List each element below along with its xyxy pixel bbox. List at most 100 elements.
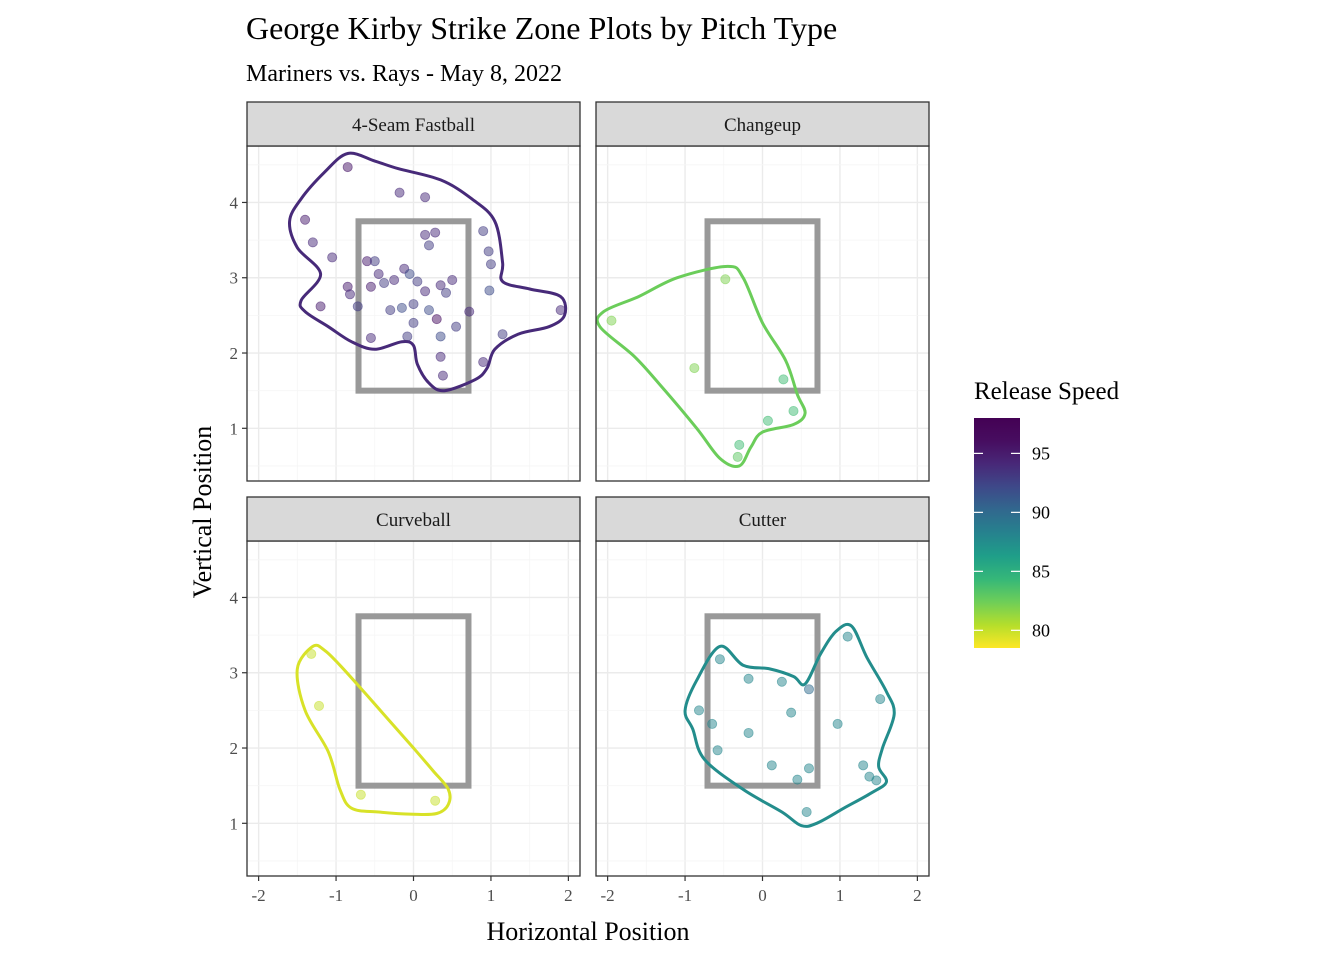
pitch-point	[693, 705, 704, 716]
pitch-point	[435, 351, 446, 362]
facet-strip	[595, 101, 930, 147]
pitch-point	[389, 274, 400, 285]
pitch-point	[478, 357, 489, 368]
panel-plot-area	[683, 613, 896, 828]
facet-strip	[246, 101, 581, 147]
strike-zone	[355, 613, 472, 789]
chart-subtitle: Mariners vs. Rays - May 8, 2022	[246, 61, 562, 87]
pitch-point	[430, 227, 441, 238]
x-tick-label: 2	[564, 886, 573, 905]
legend-colorbar	[974, 418, 1020, 648]
density-contour	[288, 151, 568, 393]
legend-label: 95	[1032, 443, 1050, 463]
pitch-point	[743, 673, 754, 684]
pitch-point	[369, 256, 380, 267]
panel-curveball: Curveball	[246, 496, 581, 877]
pitch-point	[447, 274, 458, 285]
pitch-point	[484, 285, 495, 296]
pitch-point	[485, 259, 496, 270]
pitch-point	[801, 807, 812, 818]
pitch-point	[478, 226, 489, 237]
legend-label: 85	[1032, 561, 1050, 581]
pitch-point	[776, 676, 787, 687]
legend-title: Release Speed	[974, 378, 1120, 405]
pitch-point	[778, 374, 789, 385]
strike-zone	[704, 218, 821, 394]
grid	[247, 541, 580, 876]
y-tick-label: 4	[230, 193, 239, 212]
pitch-point	[606, 315, 617, 326]
pitch-point	[720, 274, 731, 285]
y-tick-label: 1	[230, 419, 239, 438]
pitch-point	[832, 718, 843, 729]
x-tick-label: 1	[836, 886, 845, 905]
panel-cutter: Cutter	[595, 496, 930, 877]
pitch-point	[408, 317, 419, 328]
pitch-point	[423, 240, 434, 251]
pitch-point	[342, 162, 353, 173]
pitch-point	[314, 700, 325, 711]
facet-panels: 4-Seam Fastball Changeup Curveball Cutter	[246, 101, 930, 877]
legend-label: 90	[1032, 502, 1050, 522]
x-tick-label: 2	[913, 886, 922, 905]
pitch-point	[352, 301, 363, 312]
pitch-point	[788, 405, 799, 416]
pitch-point	[437, 370, 448, 381]
pitch-point	[875, 694, 886, 705]
density-contour	[596, 264, 807, 468]
legend: Release Speed 80 85 90 95	[974, 378, 1120, 648]
pitch-point	[404, 268, 415, 279]
pitch-point	[871, 775, 882, 786]
axes: 1 2 3 4 1 2 3 4 -2 -1 0 1 2 -2 -1 0 1 2	[230, 193, 922, 905]
panel-changeup: Changeup	[595, 101, 930, 482]
pitch-point	[483, 246, 494, 257]
grid	[596, 146, 929, 481]
y-tick-label: 2	[230, 739, 239, 758]
x-tick-label: 1	[487, 886, 496, 905]
pitch-point	[435, 331, 446, 342]
strike-zone	[704, 613, 821, 789]
x-tick-label: 0	[409, 886, 418, 905]
x-tick-label: -2	[601, 886, 615, 905]
pitch-point	[373, 268, 384, 279]
pitch-point	[766, 760, 777, 771]
pitch-point	[762, 415, 773, 426]
pitch-point	[365, 332, 376, 343]
pitch-point	[842, 631, 853, 642]
facet-label: Changeup	[724, 115, 801, 136]
pitch-point	[300, 214, 311, 225]
y-tick-label: 1	[230, 814, 239, 833]
y-axis-title: Vertical Position	[188, 426, 217, 599]
facet-strip	[595, 496, 930, 542]
pitch-point	[786, 707, 797, 718]
pitch-point	[412, 276, 423, 287]
facet-label: Cutter	[739, 510, 787, 531]
pitch-point	[402, 331, 413, 342]
chart-title: George Kirby Strike Zone Plots by Pitch …	[246, 10, 837, 46]
grid	[596, 541, 929, 876]
density-contour	[683, 622, 896, 828]
pitch-point	[707, 718, 718, 729]
facet-label: 4-Seam Fastball	[352, 115, 475, 136]
pitch-point	[714, 654, 725, 665]
x-tick-label: -1	[678, 886, 692, 905]
pitch-point	[464, 306, 475, 317]
pitch-point	[803, 763, 814, 774]
pitch-point	[420, 286, 431, 297]
pitch-point	[423, 305, 434, 316]
pitch-point	[732, 451, 743, 462]
y-tick-label: 2	[230, 344, 239, 363]
pitch-point	[385, 305, 396, 316]
y-tick-label: 3	[230, 664, 239, 683]
pitch-point	[689, 363, 700, 374]
pitch-point	[327, 252, 338, 263]
y-tick-label: 3	[230, 269, 239, 288]
pitch-point	[408, 299, 419, 310]
x-tick-label: -2	[252, 886, 266, 905]
pitch-point	[420, 192, 431, 203]
pitch-point	[379, 278, 390, 289]
pitch-point	[734, 439, 745, 450]
x-tick-label: 0	[758, 886, 767, 905]
pitch-point	[307, 237, 318, 248]
grid	[247, 146, 580, 481]
